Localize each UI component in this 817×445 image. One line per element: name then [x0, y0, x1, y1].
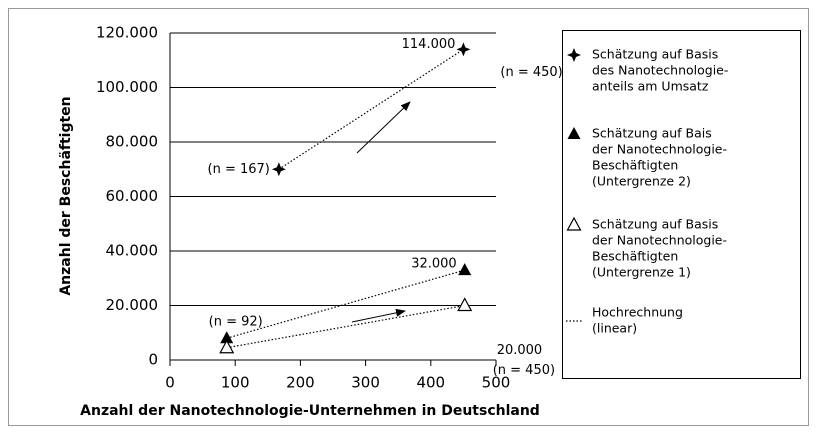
n-label: (n = 92): [209, 315, 263, 330]
legend-label: Hochrechnung: [592, 305, 683, 320]
legend-marker: [566, 216, 582, 231]
n-label: (n = 450): [493, 363, 555, 378]
x-axis-label: Anzahl der Nanotechnologie-Unternehmen i…: [80, 403, 540, 419]
legend-marker: [567, 127, 581, 139]
point: [456, 42, 471, 57]
trend-line: [278, 48, 464, 170]
y-tick-label: 40.000: [106, 242, 159, 260]
legend-label: (Untergrenze 2): [592, 174, 691, 189]
x-tick-label: 0: [165, 374, 175, 392]
y-tick-label: 120.000: [96, 24, 158, 42]
legend-label: Schätzung auf Basis: [592, 47, 718, 62]
x-tick-label: 100: [221, 374, 250, 392]
legend-box: [562, 30, 801, 379]
x-tick-label: 500: [482, 374, 511, 392]
data-label: 32.000: [411, 257, 457, 272]
x-tick-label: 400: [416, 374, 445, 392]
legend-label: des Nanotechnologie-: [592, 63, 728, 78]
y-tick-label: 60.000: [106, 187, 159, 205]
x-tick-label: 200: [286, 374, 315, 392]
point: [457, 297, 473, 312]
legend-label: anteils am Umsatz: [592, 79, 709, 94]
legend-label: der Nanotechnologie-: [592, 233, 727, 248]
legend-label: Beschäftigten: [592, 158, 678, 173]
point: [220, 331, 234, 344]
arrow: [351, 308, 406, 323]
data-label: 20.000: [497, 343, 542, 358]
n-label: (n = 450): [500, 65, 562, 80]
y-tick-label: 80.000: [106, 133, 159, 151]
y-tick-label: 20.000: [106, 296, 159, 314]
legend-label: (Untergrenze 1): [592, 265, 691, 280]
y-tick-label: 0: [148, 351, 158, 369]
legend-label: der Nanotechnologie-: [592, 142, 727, 157]
legend-label: Schätzung auf Bais: [592, 126, 712, 141]
point: [458, 263, 472, 276]
legend-marker: [567, 48, 581, 62]
data-label: 114.000: [402, 37, 456, 52]
legend-label: Beschäftigten: [592, 249, 678, 264]
arrow: [356, 101, 411, 154]
point: [271, 162, 286, 177]
point: [219, 339, 235, 354]
x-tick-label: 300: [351, 374, 380, 392]
y-axis-label: Anzahl der Beschäftigten: [58, 96, 74, 295]
legend-label: (linear): [592, 321, 637, 336]
frame: [8, 8, 809, 426]
y-tick-label: 100.000: [96, 78, 158, 96]
legend-label: Schätzung auf Basis: [592, 217, 718, 232]
n-label: (n = 167): [208, 162, 270, 177]
trend-line: [226, 269, 465, 339]
